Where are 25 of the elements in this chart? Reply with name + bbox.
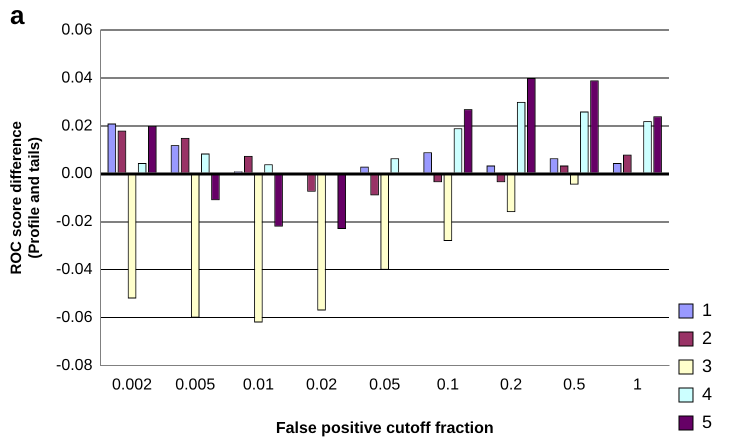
chart-title: a: [10, 0, 25, 30]
x-tick-label: 1: [632, 376, 642, 394]
x-tick-label: 0.1: [436, 376, 460, 394]
x-axis-title: False positive cutoff fraction: [276, 420, 494, 437]
y-tick-label: -0.06: [56, 309, 93, 326]
legend-label: 3: [702, 356, 712, 376]
legend-label: 2: [702, 328, 712, 348]
x-tick-label: 0.02: [306, 376, 338, 394]
y-tick-label: 0.02: [61, 117, 93, 134]
y-tick-label: 0.00: [61, 165, 93, 182]
y-tick-label: 0.06: [61, 21, 93, 38]
y-tick-label: -0.08: [56, 357, 93, 374]
x-tick-label: 0.01: [242, 376, 274, 394]
x-tick-label: 0.005: [175, 376, 216, 394]
y-axis-title: ROC score difference (Profile and tails): [8, 121, 44, 274]
x-tick-label: 0.5: [563, 376, 586, 394]
y-tick-label: 0.04: [61, 69, 93, 86]
x-tick-label: 0.2: [500, 376, 522, 394]
legend-label: 4: [702, 384, 712, 404]
x-tick-label: 0.05: [369, 376, 400, 394]
legend-label: 5: [702, 412, 712, 432]
y-tick-label: -0.02: [56, 213, 93, 230]
legend-label: 1: [702, 300, 712, 320]
x-tick-label: 0.002: [112, 376, 152, 394]
y-tick-label: -0.04: [56, 261, 93, 278]
